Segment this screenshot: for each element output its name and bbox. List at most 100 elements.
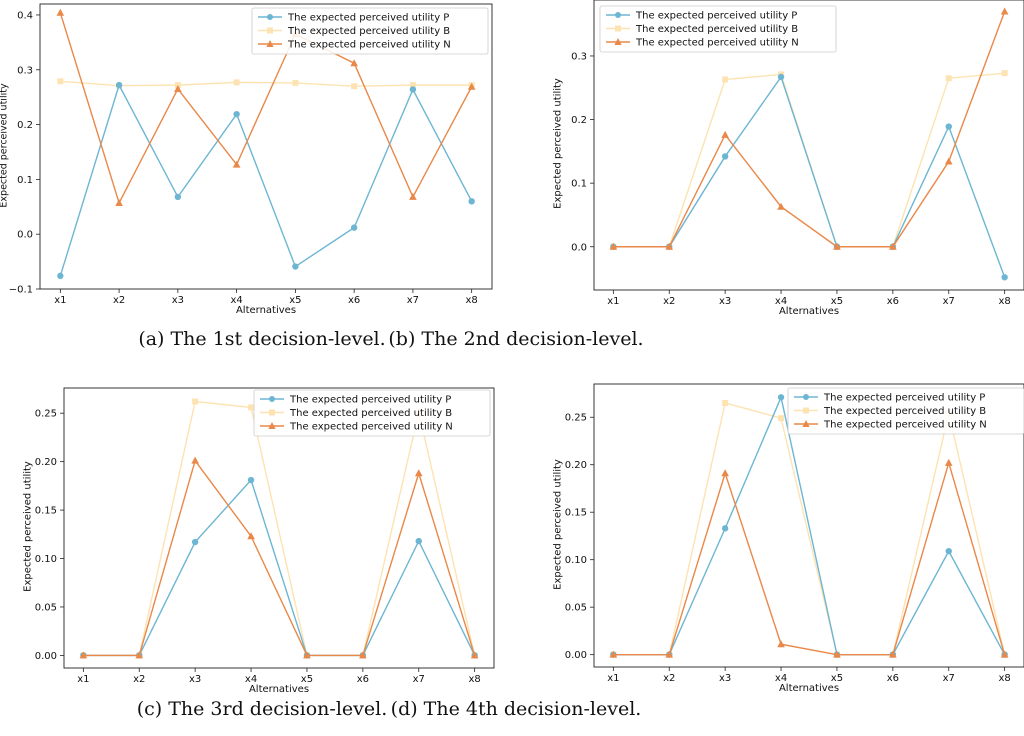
plot-frame [593, 0, 1024, 291]
legend-marker [266, 40, 274, 47]
x-tick-label: x6 [348, 295, 360, 306]
y-axis-label: Expected perceived utility [552, 78, 564, 209]
legend-box [787, 387, 1024, 435]
data-point-P [777, 394, 785, 401]
y-tick-label: 0.15 [565, 508, 587, 519]
y-tick-label: 0.0 [571, 242, 587, 253]
data-point-N [414, 469, 423, 477]
plot-frame [63, 387, 495, 669]
data-point-N [350, 59, 358, 67]
data-point-P [233, 110, 240, 118]
data-point-N [247, 532, 255, 540]
data-point-N [665, 242, 674, 250]
chart-svg-c: 0.00 0.05 0.10 0.15 0.20 0.25 x1 x2 x3 x4 x5 x6 x7 x8… [35, 387, 495, 685]
x-tick-label: x5 [289, 295, 301, 306]
legend: The expected perceived utility P The expe… [251, 7, 489, 55]
x-tick-label: x4 [775, 673, 787, 684]
data-point-N [79, 651, 88, 659]
data-point-P [247, 476, 255, 484]
series-line-B [613, 402, 1006, 656]
data-point-P [721, 153, 729, 160]
x-tick-label: x2 [663, 296, 675, 307]
data-point-N [1000, 650, 1009, 658]
data-point-N [889, 650, 897, 658]
data-point-N [56, 8, 65, 16]
series-line-N [59, 12, 473, 205]
legend-label: The expected perceived utility P [823, 393, 985, 404]
x-axis-label: Alternatives [778, 683, 840, 694]
data-point-P [721, 525, 729, 532]
x-tick-label: x8 [466, 295, 478, 306]
x-tick-label: x6 [357, 674, 369, 685]
y-tick-label: 0.15 [35, 506, 57, 517]
data-point-B [778, 415, 785, 422]
x-tick-label: x7 [413, 674, 425, 685]
y-tick-label: 0.20 [35, 457, 57, 468]
data-point-N [944, 157, 953, 165]
legend-label: The expected perceived utility N [823, 420, 987, 431]
y-tick-label: 0.00 [565, 650, 587, 661]
x-tick-label: x4 [775, 296, 787, 307]
data-point-P [468, 198, 475, 205]
caption-d: (d) The 4th decision-level. [390, 698, 642, 720]
chart-svg-a: −0.1 0.0 0.1 0.2 0.3 0.4 x1 x2 x3 x4 x5 x6 x7 x8 The e… [9, 3, 493, 306]
legend-label: The expected perceived utility N [289, 422, 453, 433]
x-tick-label: x2 [133, 674, 145, 685]
y-tick-label: 0.05 [565, 603, 587, 614]
data-point-N [470, 651, 479, 659]
data-point-N [191, 456, 199, 464]
data-point-B [248, 404, 255, 411]
data-point-N [467, 82, 476, 90]
data-point-B [192, 398, 199, 405]
data-point-P [115, 81, 123, 89]
data-point-B [351, 83, 358, 90]
y-tick-label: 0.1 [17, 175, 33, 186]
data-point-N [359, 651, 367, 659]
data-point-P [777, 73, 785, 81]
x-tick-label: x5 [301, 674, 313, 685]
series-line-P [83, 478, 476, 657]
x-tick-label: x1 [607, 296, 619, 307]
legend-label: The expected perceived utility B [823, 406, 986, 417]
data-point-N [665, 650, 674, 658]
chart-panel-b: 0.0 0.1 0.2 0.3 x1 x2 x3 x4 x5 x6 x7 x8 The expected… [512, 0, 1024, 330]
legend-marker [802, 420, 810, 427]
y-tick-label: 0.3 [571, 51, 587, 62]
data-point-N [135, 651, 144, 659]
chart-panel-c: 0.00 0.05 0.10 0.15 0.20 0.25 x1 x2 x3 x4 x5 x6 x7 x8… [0, 378, 512, 708]
legend-marker [267, 27, 273, 34]
x-tick-label: x8 [469, 674, 481, 685]
x-tick-label: x6 [887, 296, 899, 307]
x-tick-label: x2 [113, 295, 125, 306]
data-point-N [609, 650, 618, 658]
y-axis-label: Expected perceived utility [22, 461, 34, 592]
legend-marker [803, 394, 809, 400]
y-tick-label: 0.10 [35, 554, 57, 565]
data-point-P [350, 224, 358, 231]
data-point-P [409, 86, 417, 93]
y-tick-label: 0.05 [35, 602, 57, 613]
data-point-N [1000, 7, 1009, 15]
data-point-B [1001, 70, 1008, 77]
x-tick-label: x7 [943, 296, 955, 307]
series-line-B [60, 80, 472, 87]
data-point-N [889, 242, 897, 250]
plot-frame [39, 3, 493, 290]
x-axis-label: Alternatives [235, 305, 297, 316]
series-line-P [613, 75, 1006, 278]
x-tick-label: x3 [172, 295, 184, 306]
data-point-N [777, 202, 785, 210]
data-point-P [945, 547, 952, 555]
x-tick-label: x8 [999, 296, 1011, 307]
plot-frame [593, 383, 1024, 668]
data-point-B [57, 78, 64, 85]
y-tick-label: 0.00 [35, 651, 57, 662]
legend-marker [615, 25, 621, 32]
data-point-P [191, 538, 199, 546]
data-point-N [721, 130, 729, 138]
legend: The expected perceived utility P The expe… [599, 5, 837, 53]
legend-label: The expected perceived utility B [287, 26, 450, 37]
x-axis-label: Alternatives [778, 306, 840, 317]
series-line-N [613, 11, 1006, 248]
data-point-B [722, 399, 729, 406]
